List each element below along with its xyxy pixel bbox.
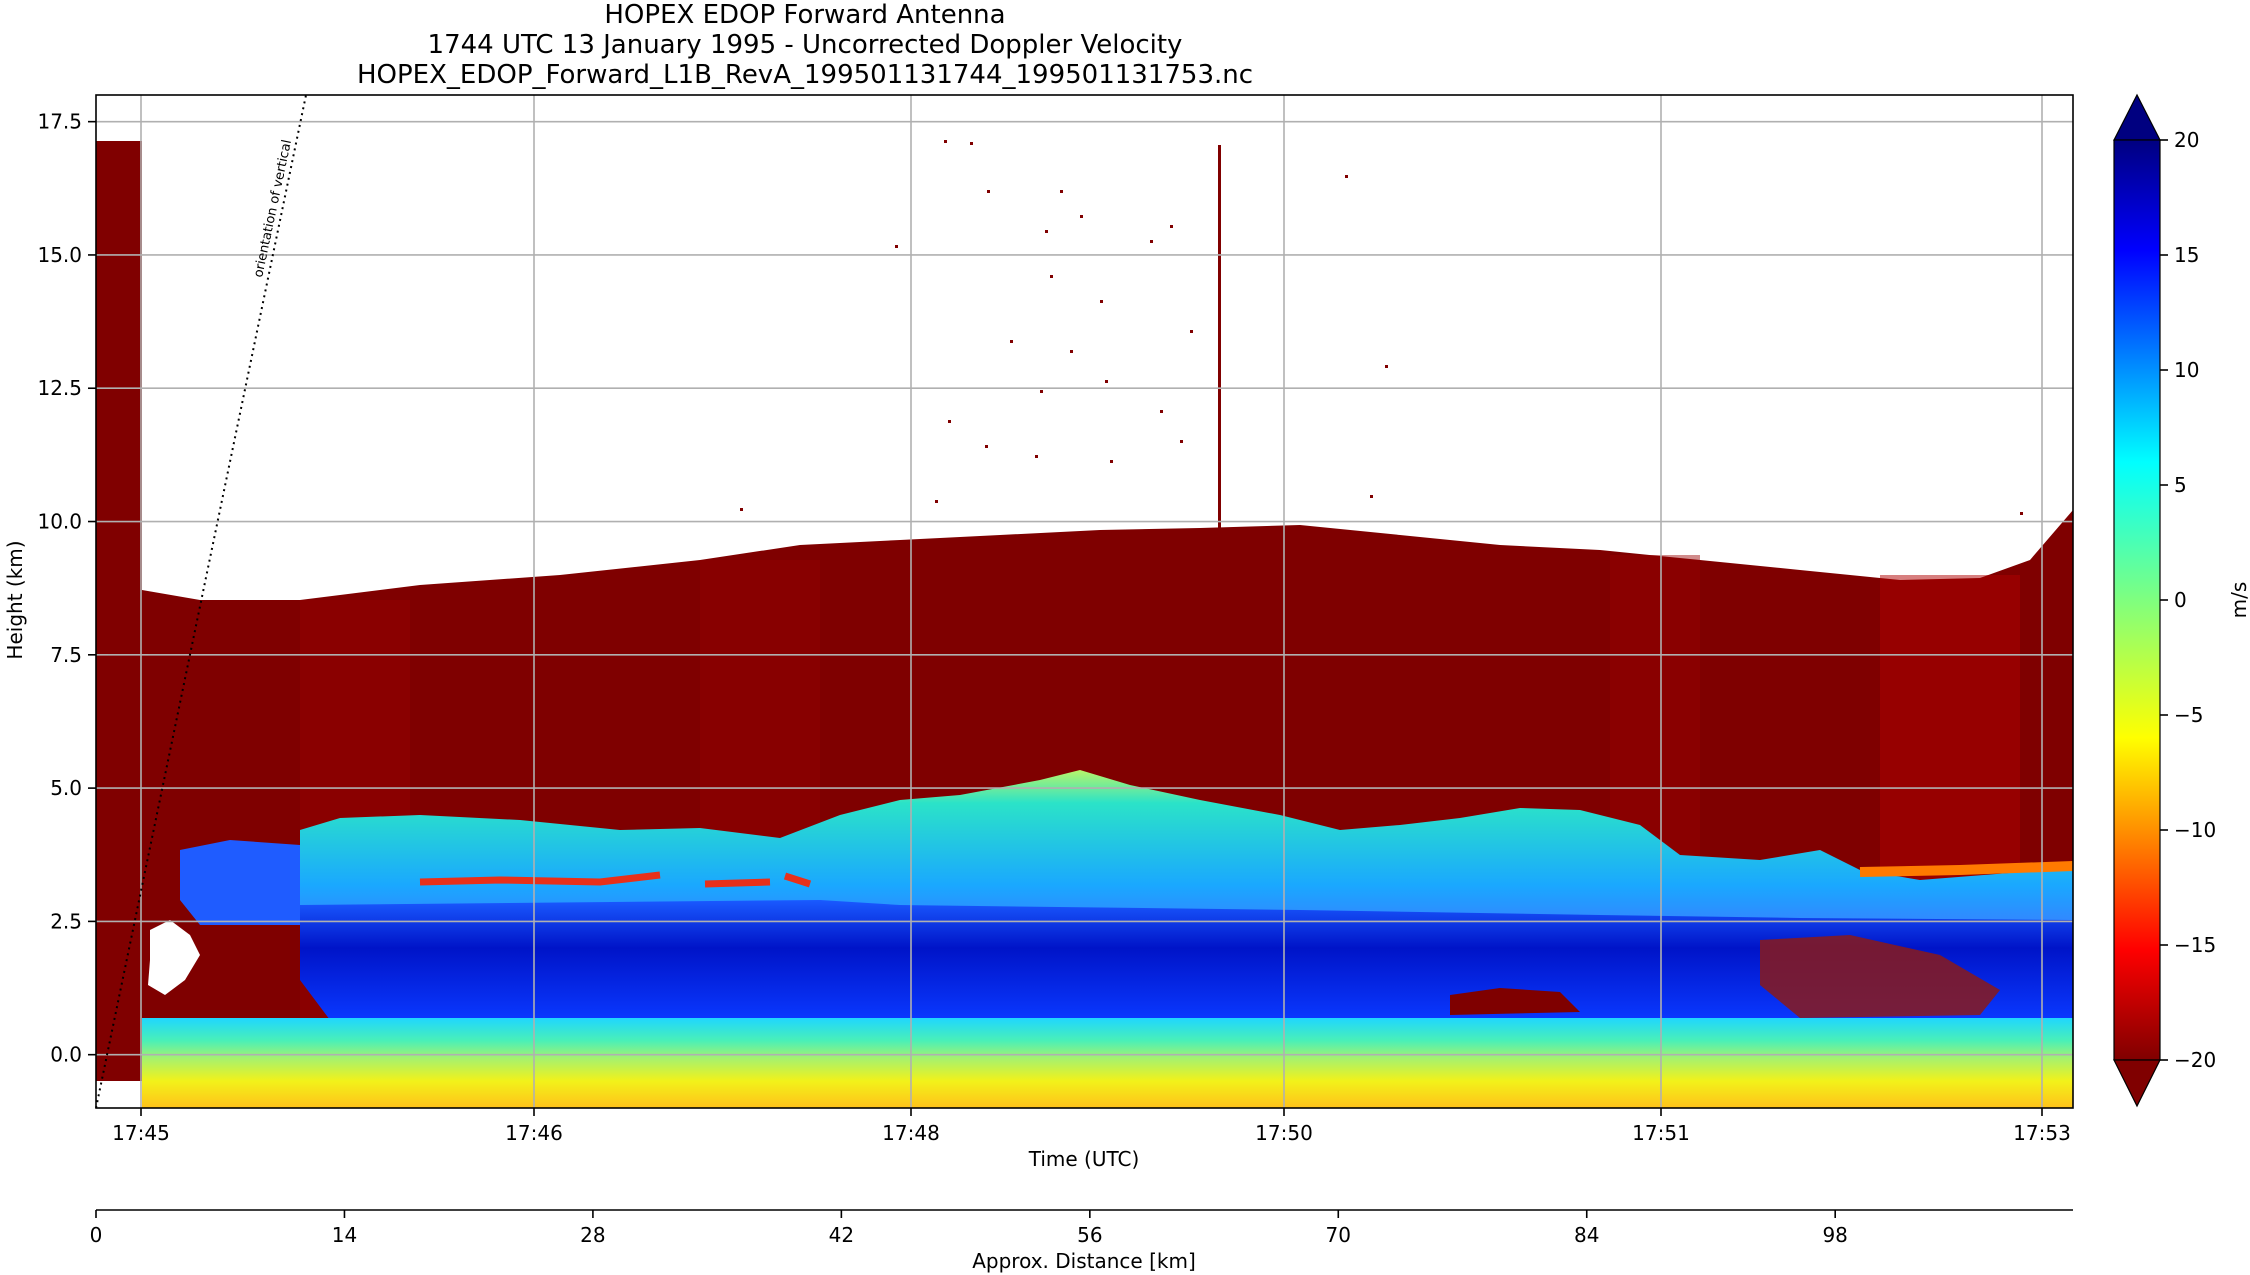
y-tick-label: 7.5 [50,643,82,667]
mid-layer-region [300,770,2073,935]
plot-area [96,95,2073,1108]
gridlines [96,95,2073,1108]
distance-tick-label: 0 [90,1223,103,1247]
lower-white-patch [148,920,200,995]
chart-title-line-3: HOPEX_EDOP_Forward_L1B_RevA_199501131744… [356,60,1254,90]
chart-title-line-1: HOPEX EDOP Forward Antenna [604,0,1006,30]
y-tick-label: 0.0 [50,1043,82,1067]
distance-axis-ticks: 0 14 28 42 56 70 84 98 [90,1210,1848,1247]
colorbar-tick-label: −15 [2174,933,2216,957]
colorbar-tick-label: −5 [2174,703,2203,727]
y-tick-label: 17.5 [37,110,82,134]
colorbar-tick-label: 5 [2174,473,2187,497]
x-tick-label: 17:53 [2013,1121,2071,1145]
bright-band-line [419,871,812,888]
colorbar-gradient [2113,139,2161,1061]
distance-tick-label: 84 [1574,1223,1599,1247]
colorbar-tick-label: 20 [2174,128,2199,152]
distance-tick-label: 28 [580,1223,605,1247]
lower-layer-gap [1760,935,2000,1018]
lower-layer-pocket [1450,988,1580,1015]
y-tick-label: 15.0 [37,243,82,267]
y-axis-label: Height (km) [3,540,27,659]
y-tick-label: 12.5 [37,376,82,400]
mid-layer-blue-edge [180,840,300,925]
distance-axis-label: Approx. Distance [km] [972,1249,1196,1273]
colorbar-tick-label: 0 [2174,588,2187,612]
colorbar-extend-top [2113,93,2161,141]
colorbar-ticks: 20 15 10 5 0 −5 −10 −15 −20 [2160,128,2216,1072]
y-tick-label: 5.0 [50,776,82,800]
distance-tick-label: 42 [829,1223,854,1247]
distance-tick-label: 98 [1822,1223,1847,1247]
colorbar-tick-label: 15 [2174,243,2199,267]
distance-tick-label: 70 [1326,1223,1351,1247]
chart-title-line-2: 1744 UTC 13 January 1995 - Uncorrected D… [427,30,1183,60]
y-tick-label: 10.0 [37,510,82,534]
left-tall-echo [96,141,142,1081]
lower-layer-region [300,900,2073,1020]
distance-tick-label: 56 [1077,1223,1102,1247]
colorbar-tick-label: 10 [2174,358,2199,382]
sparse-echoes [740,140,2023,530]
orientation-line [95,94,307,1109]
colorbar: 20 15 10 5 0 −5 −10 −15 −20 m/s [2113,93,2250,1108]
surface-band [142,1018,2073,1108]
x-axis-label: Time (UTC) [1028,1147,1140,1171]
x-axis-ticks: 17:45 17:46 17:48 17:50 17:51 17:53 [112,1108,2071,1145]
bright-band-edge [1859,861,2073,877]
y-axis-ticks: 0.0 2.5 5.0 7.5 10.0 12.5 15.0 17.5 [37,110,96,1067]
colorbar-extend-bottom [2113,1059,2161,1108]
x-tick-label: 17:51 [1632,1121,1690,1145]
distance-tick-label: 14 [332,1223,357,1247]
plot-frame [95,94,2074,1109]
x-tick-label: 17:50 [1255,1121,1313,1145]
x-tick-label: 17:45 [112,1121,170,1145]
colorbar-tick-label: −20 [2174,1048,2216,1072]
x-tick-label: 17:48 [882,1121,940,1145]
colorbar-tick-label: −10 [2174,818,2216,842]
x-tick-label: 17:46 [505,1121,563,1145]
y-tick-label: 2.5 [50,909,82,933]
colorbar-label: m/s [2227,582,2250,619]
